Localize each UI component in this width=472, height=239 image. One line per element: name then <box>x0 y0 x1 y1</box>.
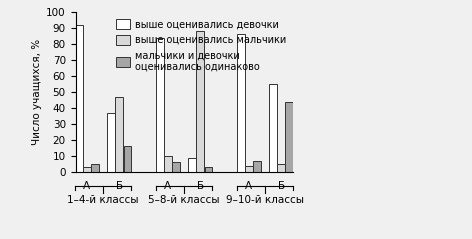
Bar <box>172 163 180 172</box>
Bar <box>245 166 253 172</box>
Bar <box>286 102 293 172</box>
Bar <box>188 158 196 172</box>
Text: А: А <box>245 181 253 191</box>
Text: А: А <box>164 181 171 191</box>
Bar <box>116 97 123 172</box>
Bar <box>164 156 172 172</box>
Text: Б: Б <box>116 181 123 191</box>
Bar <box>278 164 285 172</box>
Y-axis label: Число учащихся, %: Число учащихся, % <box>32 39 42 145</box>
Text: Б: Б <box>278 181 285 191</box>
Text: 5–8-й классы: 5–8-й классы <box>148 195 220 205</box>
Bar <box>156 38 164 172</box>
Bar <box>204 167 212 172</box>
Bar <box>107 113 115 172</box>
Legend: выше оценивались девочки, выше оценивались мальчики, мальчики и девочки
оценивал: выше оценивались девочки, выше оценивали… <box>112 15 290 76</box>
Bar <box>196 31 204 172</box>
Bar <box>253 161 261 172</box>
Text: 1–4-й классы: 1–4-й классы <box>67 195 139 205</box>
Bar <box>124 147 131 172</box>
Bar <box>237 34 244 172</box>
Bar <box>270 84 277 172</box>
Text: 9–10-й классы: 9–10-й классы <box>226 195 304 205</box>
Text: А: А <box>84 181 91 191</box>
Bar <box>75 25 83 172</box>
Bar <box>83 167 91 172</box>
Bar <box>91 164 99 172</box>
Text: Б: Б <box>197 181 204 191</box>
